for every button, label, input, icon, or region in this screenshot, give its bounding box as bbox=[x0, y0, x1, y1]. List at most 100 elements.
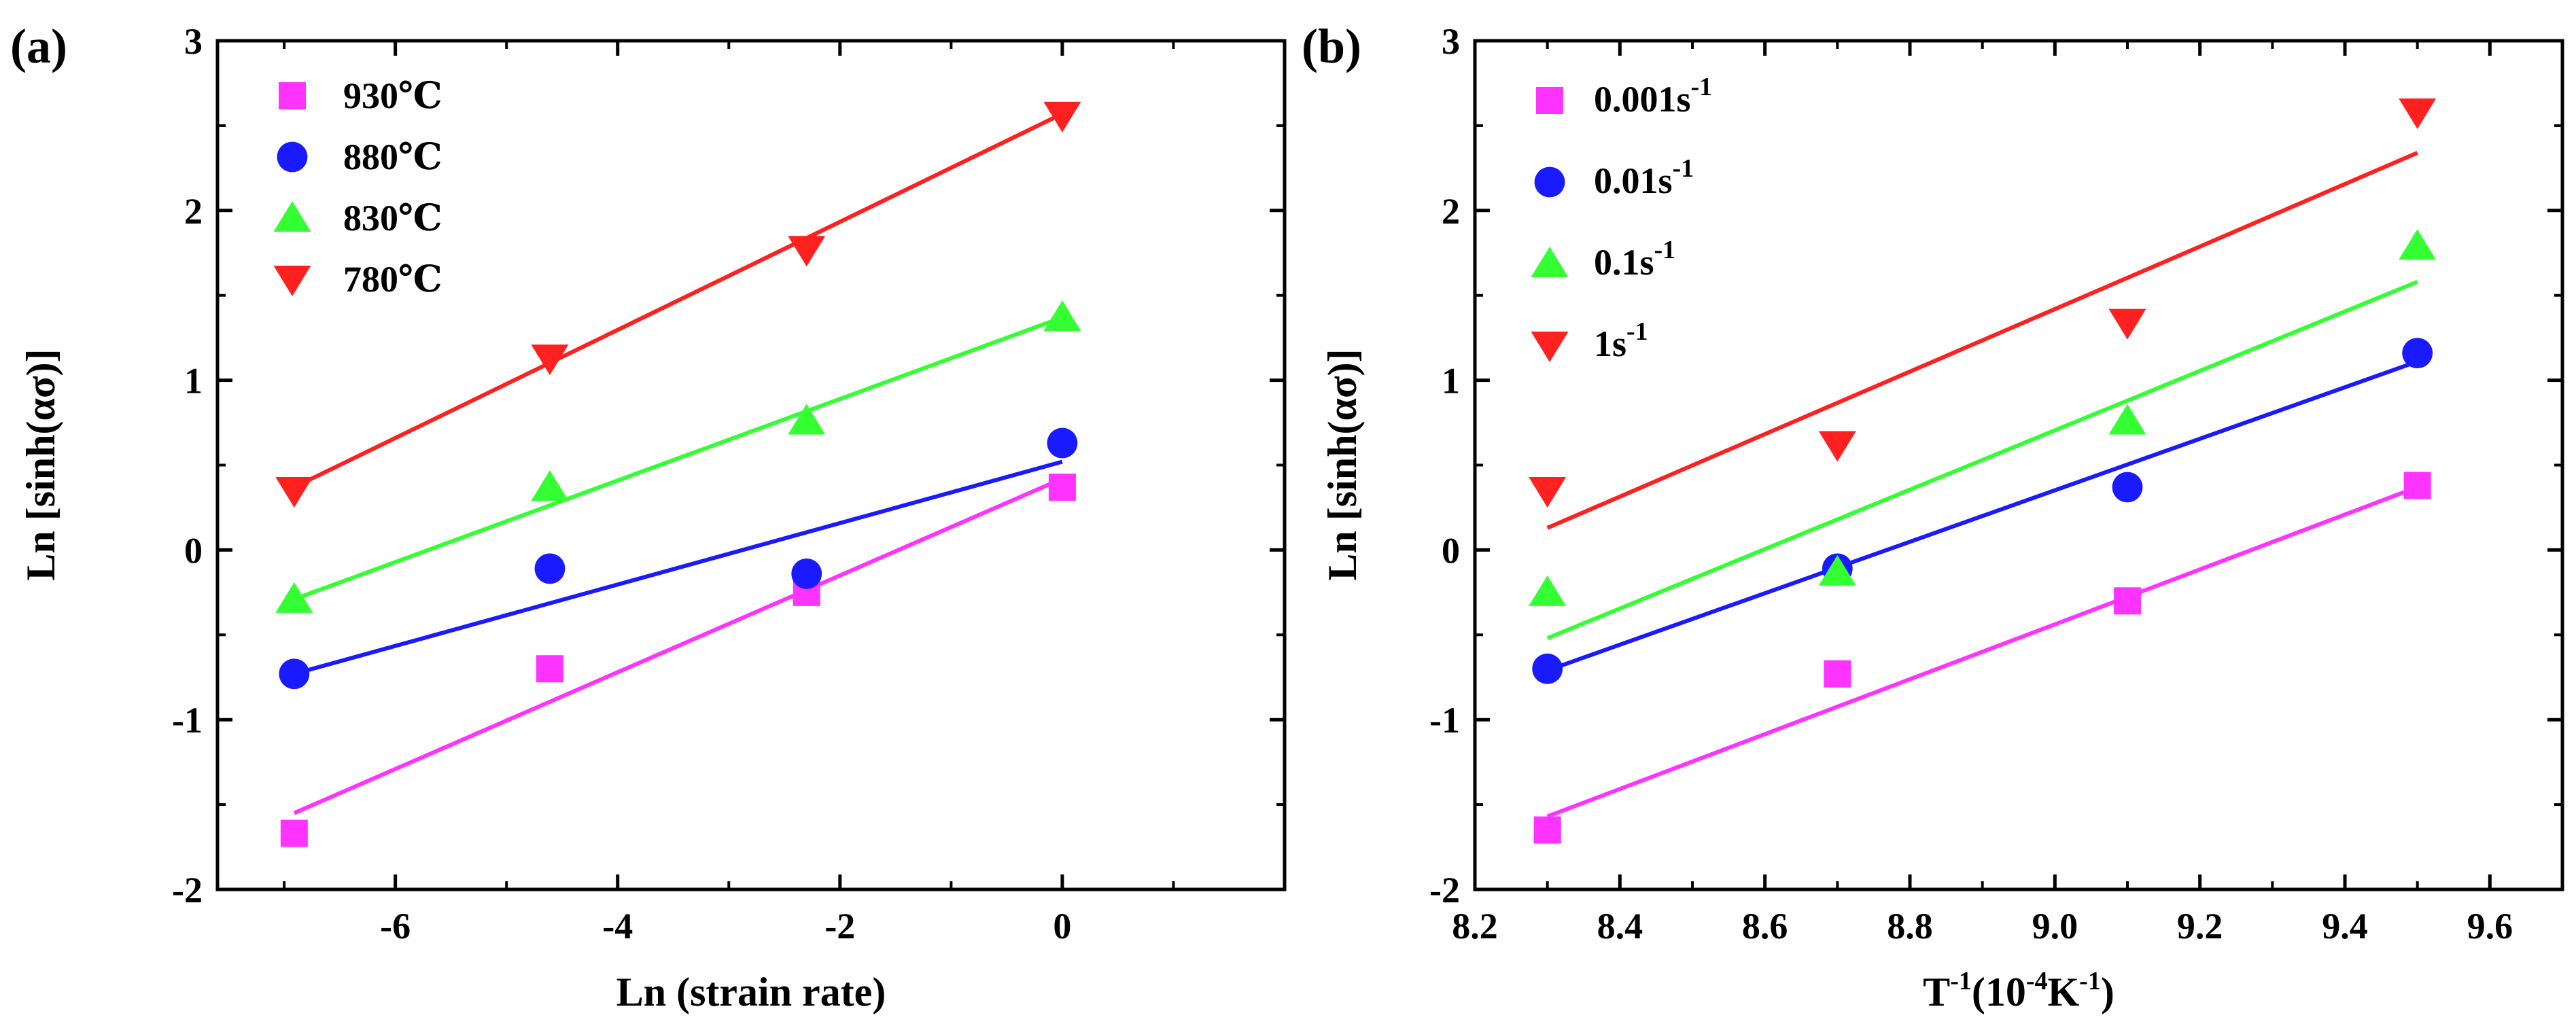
x-tick-label: -6 bbox=[380, 906, 411, 947]
x-tick-label: 9.0 bbox=[2032, 906, 2078, 947]
data-point bbox=[1532, 653, 1563, 684]
panel-b-fit-lines bbox=[1546, 151, 2418, 819]
xlabel-unit: K bbox=[2048, 970, 2080, 1014]
legend-marker bbox=[1536, 87, 1563, 114]
y-tick-label: 1 bbox=[1442, 361, 1460, 402]
data-point bbox=[531, 470, 569, 501]
panel-a-legend: 930℃ 880℃ 830℃ 780℃ bbox=[273, 75, 442, 300]
legend-label: 0.1s-1 bbox=[1594, 236, 1675, 283]
panel-a-ylabel: Ln [sinh(ασ)] bbox=[18, 349, 63, 580]
legend-marker bbox=[279, 82, 306, 109]
legend-item-830: 830℃ bbox=[273, 198, 442, 238]
panel-a-label: (a) bbox=[10, 19, 67, 73]
fit-line bbox=[1546, 485, 2418, 819]
data-point bbox=[2403, 472, 2431, 499]
data-point bbox=[2399, 229, 2437, 260]
panel-b-points bbox=[1529, 98, 2437, 844]
fit-line bbox=[1546, 279, 2418, 641]
y-tick-label: 3 bbox=[184, 21, 203, 62]
y-tick-label: -1 bbox=[1429, 700, 1460, 741]
data-point bbox=[788, 404, 826, 435]
panel-b: (b) Ln [sinh(ασ)] T-1(10-4K-1) -2-101238… bbox=[1302, 19, 2564, 1014]
x-tick-label: 8.4 bbox=[1597, 906, 1643, 947]
legend-label: 1s-1 bbox=[1594, 317, 1648, 364]
legend-marker bbox=[1531, 247, 1569, 277]
panel-a-fit-lines bbox=[293, 111, 1064, 815]
x-tick-label: -4 bbox=[602, 906, 633, 947]
data-point bbox=[1043, 300, 1081, 332]
data-point bbox=[1529, 476, 1567, 508]
data-point bbox=[2114, 587, 2141, 615]
fit-line bbox=[293, 476, 1064, 815]
data-point bbox=[275, 476, 313, 508]
data-point bbox=[2112, 472, 2143, 503]
legend-item-001: 0.01s-1 bbox=[1534, 154, 1694, 201]
data-point bbox=[279, 658, 310, 690]
y-tick-label: 2 bbox=[1442, 191, 1460, 232]
legend-label: 0.01s-1 bbox=[1594, 154, 1694, 201]
legend-marker bbox=[273, 266, 311, 296]
panel-a-points bbox=[275, 101, 1081, 847]
fit-line bbox=[293, 111, 1064, 489]
fit-line bbox=[293, 315, 1063, 601]
y-tick-label: -2 bbox=[172, 870, 203, 910]
data-point bbox=[2108, 404, 2146, 435]
panel-a-ticks: -2 -1 0 1 2 3 -6 -4 -2 0 bbox=[172, 21, 1285, 947]
x-tick-label: 8.8 bbox=[1887, 906, 1933, 947]
panel-b-label: (b) bbox=[1302, 19, 1361, 73]
xlabel-sup: -1 bbox=[1950, 967, 1972, 995]
legend-label: 0.001s-1 bbox=[1594, 73, 1712, 120]
data-point bbox=[280, 819, 308, 847]
legend-item-01: 0.1s-1 bbox=[1531, 236, 1675, 283]
data-point bbox=[2108, 308, 2146, 340]
legend-label: 780℃ bbox=[343, 259, 442, 300]
data-point bbox=[534, 553, 565, 584]
legend-marker bbox=[1531, 332, 1569, 362]
legend-marker bbox=[1534, 166, 1565, 198]
panel-a-xlabel: Ln (strain rate) bbox=[616, 970, 886, 1014]
y-tick-label: 2 bbox=[184, 191, 203, 232]
legend-item-780: 780℃ bbox=[273, 259, 442, 300]
data-point bbox=[1047, 427, 1078, 459]
data-point bbox=[531, 344, 569, 376]
legend-marker bbox=[273, 201, 311, 232]
data-point bbox=[2399, 98, 2437, 129]
data-point bbox=[1824, 660, 1851, 688]
x-tick-label: 9.6 bbox=[2467, 906, 2513, 947]
data-point bbox=[536, 655, 563, 683]
data-point bbox=[1043, 101, 1081, 132]
x-tick-label: 0 bbox=[1053, 906, 1071, 947]
panel-b-xlabel: T-1(10-4K-1) bbox=[1923, 967, 2114, 1014]
data-point bbox=[1818, 431, 1856, 462]
panel-a: (a) Ln [sinh(ασ)] Ln (strain rate) -2 -1 0… bbox=[10, 19, 1287, 1014]
legend-item-880: 880℃ bbox=[277, 137, 442, 177]
legend-marker bbox=[277, 141, 308, 173]
xlabel-base: T bbox=[1923, 970, 1950, 1014]
data-point bbox=[1529, 575, 1567, 606]
xlabel-sup: -4 bbox=[2026, 967, 2048, 995]
panel-b-ylabel: Ln [sinh(ασ)] bbox=[1320, 349, 1365, 580]
legend-label: 930℃ bbox=[343, 75, 442, 116]
xlabel-mid: (10 bbox=[1972, 970, 2026, 1014]
legend-item-0001: 0.001s-1 bbox=[1536, 73, 1712, 120]
legend-label: 880℃ bbox=[343, 137, 442, 177]
data-point bbox=[1533, 816, 1561, 844]
data-point bbox=[275, 582, 313, 613]
y-tick-label: 3 bbox=[1442, 21, 1460, 62]
y-tick-label: -1 bbox=[172, 700, 203, 741]
legend-label: 830℃ bbox=[343, 198, 442, 238]
legend-item-1: 1s-1 bbox=[1531, 317, 1648, 364]
data-point bbox=[1818, 554, 1856, 586]
data-point bbox=[2402, 338, 2433, 369]
y-tick-label: 1 bbox=[184, 361, 203, 402]
fit-line bbox=[1546, 359, 2418, 673]
y-tick-label: 0 bbox=[184, 530, 203, 571]
data-point bbox=[1048, 473, 1076, 501]
x-tick-label: 9.4 bbox=[2322, 906, 2368, 947]
data-point bbox=[791, 558, 822, 589]
data-point bbox=[788, 236, 826, 267]
legend-item-930: 930℃ bbox=[279, 75, 442, 116]
x-tick-label: 8.6 bbox=[1742, 906, 1788, 947]
panel-b-legend: 0.001s-1 0.01s-1 0.1s-1 1s-1 bbox=[1531, 73, 1712, 364]
